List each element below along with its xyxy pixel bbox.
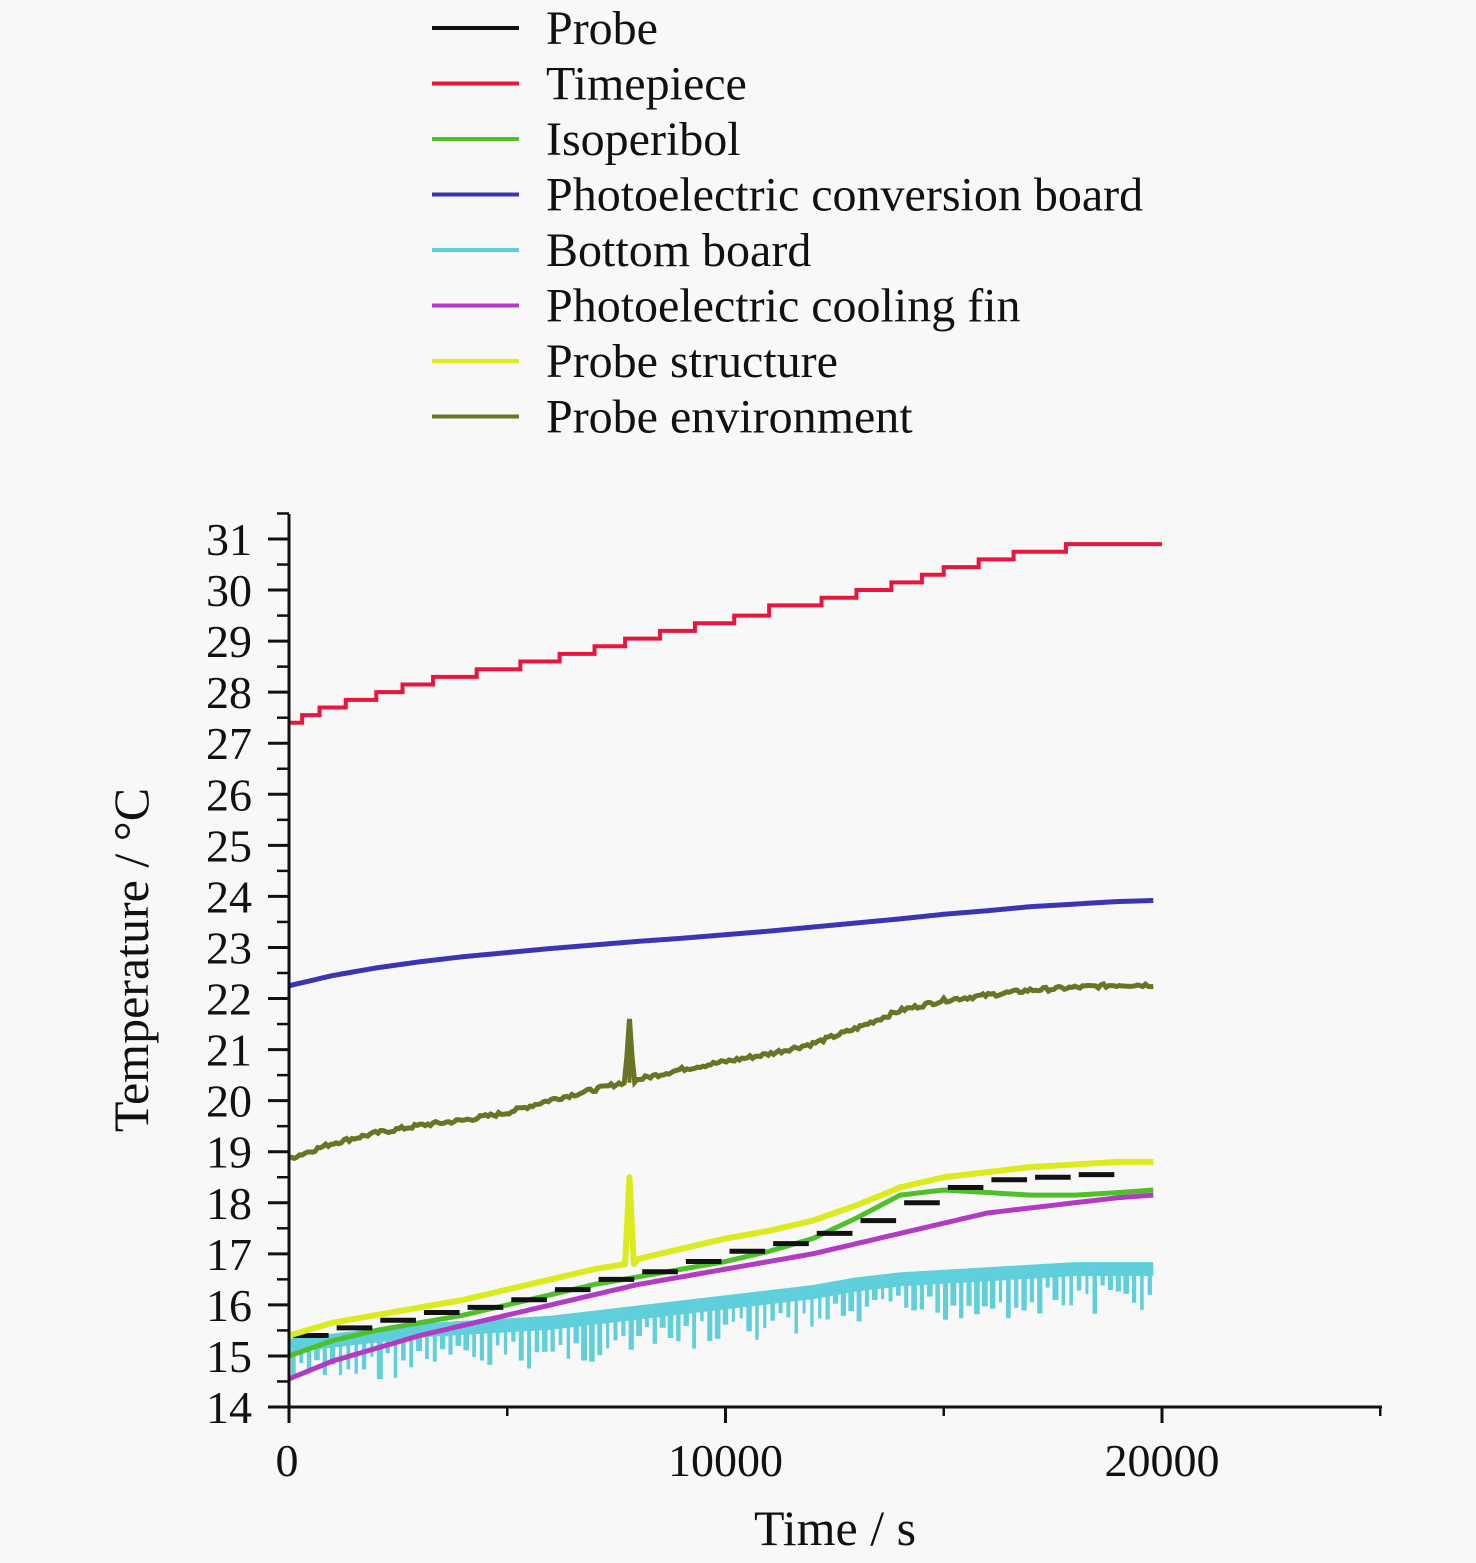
legend-label: Photoelectric cooling fin bbox=[546, 280, 1021, 333]
x-tick-label: 0 bbox=[276, 1435, 299, 1486]
x-axis-title: Time / s bbox=[754, 1500, 916, 1556]
legend-item-photoelectric-cooling-fin: Photoelectric cooling fin bbox=[432, 280, 1021, 333]
series-line bbox=[288, 1192, 1154, 1382]
series-line bbox=[288, 897, 1154, 989]
y-tick-label: 16 bbox=[206, 1280, 252, 1331]
series-photoelectric-cooling-fin bbox=[288, 1192, 1154, 1382]
y-tick-label: 14 bbox=[206, 1382, 252, 1433]
legend-item-bottom-board: Bottom board bbox=[432, 224, 811, 277]
y-tick-label: 19 bbox=[206, 1127, 252, 1178]
legend-label: Probe environment bbox=[546, 391, 913, 444]
x-ticks: 0 10000 20000 bbox=[276, 1407, 1382, 1486]
x-tick-label: 20000 bbox=[1105, 1435, 1220, 1486]
y-tick-label: 29 bbox=[206, 616, 252, 667]
legend-item-photoelectric-conversion-board: Photoelectric conversion board bbox=[432, 169, 1143, 222]
y-tick-label: 25 bbox=[206, 820, 252, 871]
y-tick-label: 31 bbox=[206, 514, 252, 565]
x-tick-label: 10000 bbox=[668, 1435, 783, 1486]
series-line bbox=[288, 980, 1154, 1162]
legend-label: Probe bbox=[546, 2, 658, 55]
legend-label: Isoperibol bbox=[546, 113, 741, 166]
y-tick-label: 20 bbox=[206, 1076, 252, 1127]
series-probe bbox=[293, 1172, 1115, 1339]
y-tick-label: 24 bbox=[206, 871, 252, 922]
series-line bbox=[288, 1158, 1154, 1339]
legend-item-timepiece: Timepiece bbox=[432, 58, 747, 111]
series-line bbox=[289, 542, 1162, 725]
y-tick-label: 22 bbox=[206, 974, 252, 1025]
legend-item-probe-environment: Probe environment bbox=[432, 391, 913, 444]
series-photoelectric-conversion-board bbox=[288, 897, 1154, 989]
y-tick-label: 30 bbox=[206, 565, 252, 616]
legend-label: Bottom board bbox=[546, 224, 811, 277]
series-timepiece bbox=[289, 542, 1162, 725]
y-tick-label: 26 bbox=[206, 769, 252, 820]
legend-item-probe: Probe bbox=[432, 2, 658, 55]
legend-label: Timepiece bbox=[546, 58, 747, 111]
legend-label: Photoelectric conversion board bbox=[546, 169, 1143, 222]
series-layer bbox=[288, 542, 1162, 1382]
legend-label: Probe structure bbox=[546, 335, 838, 388]
y-tick-label: 27 bbox=[206, 718, 252, 769]
y-axis-title: Temperature / °C bbox=[103, 788, 159, 1132]
series-bottom-board bbox=[288, 1262, 1154, 1380]
series-probe-environment bbox=[288, 980, 1154, 1162]
y-tick-label: 21 bbox=[206, 1025, 252, 1076]
y-tick-label: 18 bbox=[206, 1178, 252, 1229]
y-tick-label: 15 bbox=[206, 1331, 252, 1382]
legend-item-isoperibol: Isoperibol bbox=[432, 113, 741, 166]
legend-item-probe-structure: Probe structure bbox=[432, 335, 838, 388]
y-tick-label: 23 bbox=[206, 922, 252, 973]
y-tick-label: 17 bbox=[206, 1229, 252, 1280]
y-tick-label: 28 bbox=[206, 667, 252, 718]
series-probe-structure bbox=[288, 1158, 1154, 1339]
